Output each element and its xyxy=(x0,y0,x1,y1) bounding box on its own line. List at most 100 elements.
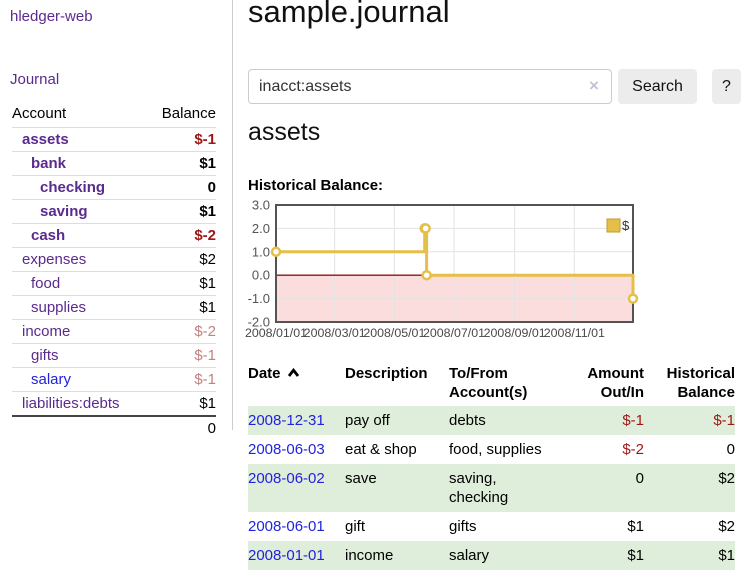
search-bar: × Search ? xyxy=(248,69,742,105)
account-row: saving $1 xyxy=(12,199,216,224)
account-link-supplies[interactable]: supplies xyxy=(31,299,87,316)
account-balance: $-1 xyxy=(147,367,216,392)
register-header-date[interactable]: Date xyxy=(248,362,345,406)
search-input[interactable] xyxy=(248,69,612,104)
register-header-balance: Historical Balance xyxy=(666,365,735,401)
account-balance: $-2 xyxy=(147,319,216,344)
svg-text:3.0: 3.0 xyxy=(252,198,270,213)
register-accounts: food, supplies xyxy=(449,441,542,458)
account-balance: $1 xyxy=(147,199,216,224)
register-header-description: Description xyxy=(345,365,428,382)
register-accounts: debts xyxy=(449,412,486,429)
register-row: 2008-06-03 eat & shop food, supplies $-2 0 xyxy=(248,435,735,464)
svg-text:2008/01/01: 2008/01/01 xyxy=(245,326,307,340)
register-amount: $1 xyxy=(627,547,644,564)
register-accounts: gifts xyxy=(449,518,477,535)
account-balance: $-2 xyxy=(147,223,216,248)
account-link-gifts[interactable]: gifts xyxy=(31,347,59,364)
register-header-amount: Amount Out/In xyxy=(587,365,644,401)
register-accounts: salary xyxy=(449,547,490,564)
register-accounts: saving, checking xyxy=(449,470,509,506)
register-balance: 0 xyxy=(726,441,735,458)
register-amount: $-2 xyxy=(622,441,644,458)
account-link-checking[interactable]: checking xyxy=(40,179,106,196)
accounts-table-header: Account Balance xyxy=(12,102,216,128)
svg-text:1.0: 1.0 xyxy=(252,244,270,259)
account-balance: $2 xyxy=(147,247,216,272)
account-balance: $-1 xyxy=(147,127,216,152)
register-description: pay off xyxy=(345,412,390,429)
register-description: save xyxy=(345,470,377,487)
register-balance: $2 xyxy=(718,518,735,535)
account-link-liabilities-debts[interactable]: liabilities:debts xyxy=(22,395,120,412)
account-row: salary $-1 xyxy=(12,367,216,392)
account-balance: $1 xyxy=(147,151,216,176)
register-table: Date Description To/From Account(s) Amou… xyxy=(248,362,735,570)
account-row: income $-2 xyxy=(12,319,216,344)
account-row: checking 0 xyxy=(12,175,216,200)
account-link-expenses[interactable]: expenses xyxy=(22,251,87,268)
account-row: bank $1 xyxy=(12,151,216,176)
register-balance: $1 xyxy=(718,547,735,564)
account-row: liabilities:debts $1 xyxy=(12,391,216,416)
clear-search-icon[interactable]: × xyxy=(589,76,599,95)
accounts-total-value: 0 xyxy=(147,415,216,440)
chart-heading: Historical Balance: xyxy=(248,177,384,194)
register-row: 2008-01-01 income salary $1 $1 xyxy=(248,541,735,570)
transaction-date-link[interactable]: 2008-12-31 xyxy=(248,412,325,429)
register-description: income xyxy=(345,547,394,564)
register-row: 2008-12-31 pay off debts $-1 $-1 xyxy=(248,406,735,435)
account-link-saving[interactable]: saving xyxy=(40,203,88,220)
register-balance: $2 xyxy=(718,470,735,487)
register-balance: $-1 xyxy=(713,412,735,429)
page-title: sample.journal xyxy=(248,0,450,29)
account-row: assets $-1 xyxy=(12,127,216,152)
svg-text:0.0: 0.0 xyxy=(252,268,270,283)
svg-text:2.0: 2.0 xyxy=(252,221,270,236)
account-row: gifts $-1 xyxy=(12,343,216,368)
svg-text:2008/11/01: 2008/11/01 xyxy=(544,326,605,340)
account-balance: $1 xyxy=(147,271,216,296)
account-link-food[interactable]: food xyxy=(31,275,61,292)
help-button[interactable]: ? xyxy=(712,69,741,104)
account-link-bank[interactable]: bank xyxy=(31,155,67,172)
brand-link[interactable]: hledger-web xyxy=(10,8,93,25)
accounts-header-account: Account xyxy=(12,105,67,122)
account-balance: 0 xyxy=(147,175,216,200)
balance-chart: 3.0 2.0 1.0 0.0 -1.0 -2.02008/01/012008/03/01… xyxy=(245,198,639,340)
register-amount: $1 xyxy=(627,518,644,535)
account-link-assets[interactable]: assets xyxy=(22,131,69,148)
accounts-header-balance: Balance xyxy=(161,105,216,122)
accounts-table: Account Balance assets $-1 bank $1 checking 0… xyxy=(12,102,216,440)
transaction-date-link[interactable]: 2008-06-01 xyxy=(248,518,325,535)
account-link-cash[interactable]: cash xyxy=(31,227,66,244)
account-link-income[interactable]: income xyxy=(22,323,71,340)
account-balance: $-1 xyxy=(147,343,216,368)
account-link-salary[interactable]: salary xyxy=(31,371,72,388)
register-description: eat & shop xyxy=(345,441,417,458)
search-button[interactable]: Search xyxy=(618,69,697,104)
transaction-date-link[interactable]: 2008-06-03 xyxy=(248,441,325,458)
account-heading: assets xyxy=(248,118,321,146)
account-row: expenses $2 xyxy=(12,247,216,272)
accounts-total-row: 0 xyxy=(12,415,216,440)
sort-ascending-icon xyxy=(287,367,299,377)
chart-legend-label: $ xyxy=(622,218,630,233)
account-balance: $1 xyxy=(147,391,216,416)
transaction-date-link[interactable]: 2008-06-02 xyxy=(248,470,325,487)
main-content: sample.journal × Search ? assets Histori… xyxy=(245,0,742,582)
register-amount: 0 xyxy=(635,470,644,487)
register-description: gift xyxy=(345,518,366,535)
register-row: 2008-06-02 save saving, checking 0 $2 xyxy=(248,464,735,512)
sidebar: hledger-web Journal Account Balance asse… xyxy=(0,0,233,440)
account-row: food $1 xyxy=(12,271,216,296)
register-amount: $-1 xyxy=(622,412,644,429)
svg-text:2008/07/01: 2008/07/01 xyxy=(423,326,485,340)
account-row: cash $-2 xyxy=(12,223,216,248)
register-header-accounts: To/From Account(s) xyxy=(449,365,528,401)
register-row: 2008-06-01 gift gifts $1 $2 xyxy=(248,512,735,541)
sidebar-item-journal[interactable]: Journal xyxy=(10,71,60,88)
transaction-date-link[interactable]: 2008-01-01 xyxy=(248,547,325,564)
account-balance: $1 xyxy=(147,295,216,320)
svg-text:2008/09/01: 2008/09/01 xyxy=(484,326,546,340)
